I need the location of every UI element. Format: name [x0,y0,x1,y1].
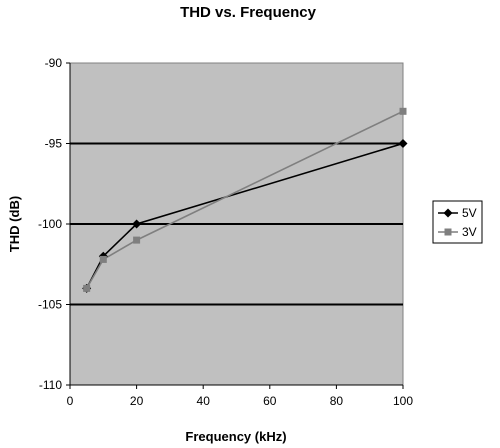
legend-label-3V: 3V [462,225,477,239]
series-line-3V [85,110,404,289]
series-point-3V-2 [133,236,141,244]
x-ticks: 0 20 40 60 80 100 [67,385,413,408]
y-axis-label: THD (dB) [7,196,22,252]
chart-title: THD vs. Frequency [180,4,317,21]
series-point-5V-2 [132,219,142,229]
x-tick-label-0: 0 [67,394,74,408]
series-lines [85,110,404,289]
y-tick-label-1: -95 [45,137,63,151]
y-tick-label-4: -110 [39,378,62,392]
x-tick-label-5: 100 [393,394,413,408]
y-tick-label-3: -105 [38,298,62,312]
series-point-3V-3 [399,107,407,115]
legend-marker-5V [443,208,453,218]
y-ticks: -90 -95 -100 -105 -110 [38,56,70,392]
x-tick-label-1: 20 [130,394,144,408]
legend-marker-3V [444,228,452,236]
series-line-5V [85,142,404,289]
legend-label-5V: 5V [462,206,477,220]
x-tick-label-2: 40 [197,394,211,408]
x-tick-label-3: 60 [263,394,277,408]
gridlines [70,142,403,306]
y-tick-label-0: -90 [45,56,63,70]
series-point-3V-1 [99,255,107,263]
x-axis-label: Frequency (kHz) [185,429,286,444]
legend-box [432,200,483,244]
series-markers [82,107,408,293]
x-tick-label-4: 80 [330,394,344,408]
series-point-5V-3 [398,139,408,148]
series-point-3V-0 [83,284,91,292]
y-tick-label-2: -100 [38,217,62,231]
